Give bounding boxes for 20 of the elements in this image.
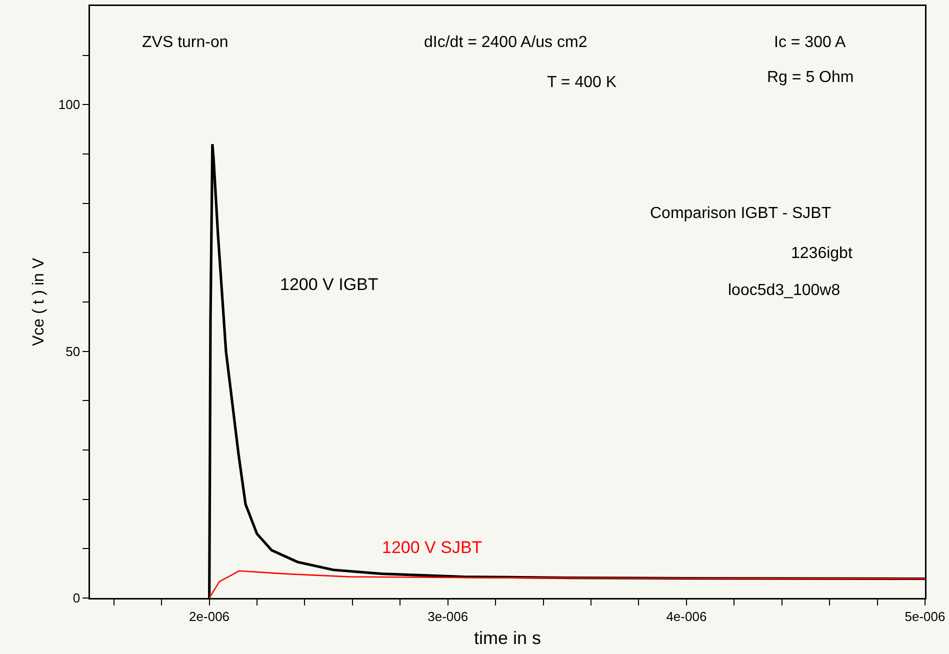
line-series [208, 570, 925, 598]
annotation: Ic = 300 A [774, 34, 846, 51]
annotation: looc5d3_100w8 [728, 282, 840, 299]
y-tick-label: 0 [72, 590, 80, 606]
annotation: 1236igbt [791, 245, 853, 262]
y-tick-label: 50 [66, 344, 80, 359]
annotation: dIc/dt = 2400 A/us cm2 [424, 34, 588, 51]
annotation: Comparison IGBT - SJBT [650, 205, 832, 222]
x-tick-label: 2e-006 [189, 608, 230, 624]
y-axis-title: Vce ( t ) in V [30, 258, 48, 346]
x-axis-title: time in s [474, 628, 542, 648]
x-tick-label: 5e-006 [904, 608, 946, 624]
y-tick-label: 100 [58, 97, 80, 112]
series-label: 1200 V SJBT [382, 538, 482, 557]
annotation: ZVS turn-on [142, 34, 228, 51]
x-tick-label: 3e-006 [428, 608, 468, 624]
annotation: Rg = 5 Ohm [767, 69, 854, 86]
x-tick-label: 4e-006 [666, 608, 707, 624]
text: 1200 V IGBT [280, 275, 378, 294]
annotation: T = 400 K [547, 74, 617, 91]
